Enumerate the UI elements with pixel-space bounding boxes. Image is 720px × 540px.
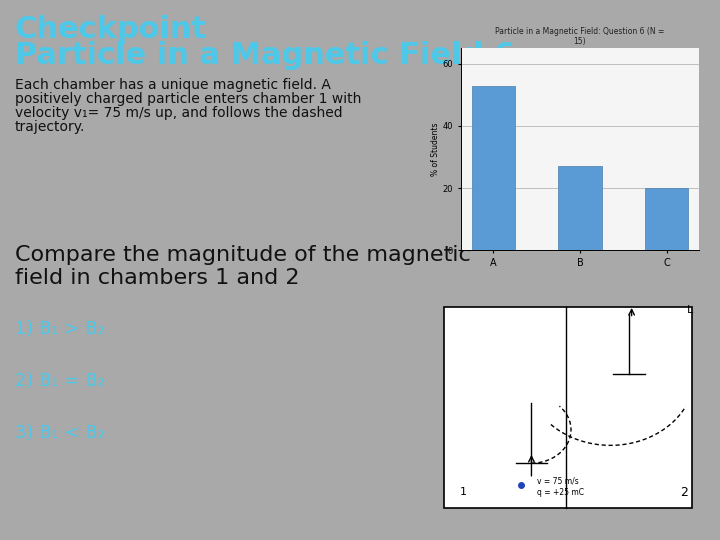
Bar [645,188,688,251]
Text: 1) B₁ > B₂: 1) B₁ > B₂ [15,320,104,338]
Text: velocity v₁= 75 m/s up, and follows the dashed: velocity v₁= 75 m/s up, and follows the … [15,106,343,120]
Text: trajectory.: trajectory. [15,120,86,134]
Text: 1: 1 [459,487,467,497]
Text: v = 75 m/s: v = 75 m/s [536,476,578,485]
Text: 2) B₁ = B₂: 2) B₁ = B₂ [15,372,104,390]
Text: Checkpoint: Checkpoint [15,15,207,44]
Y-axis label: % of Students: % of Students [431,123,440,176]
Text: L: L [686,305,693,315]
Text: positively charged particle enters chamber 1 with: positively charged particle enters chamb… [15,92,361,106]
Text: Each chamber has a unique magnetic field. A: Each chamber has a unique magnetic field… [15,78,331,92]
Text: field in chambers 1 and 2: field in chambers 1 and 2 [15,268,300,288]
Text: 3) B₁ < B₂: 3) B₁ < B₂ [15,424,104,442]
Text: Particle in a Magnetic Field 6: Particle in a Magnetic Field 6 [15,41,516,70]
Text: q = +25 mC: q = +25 mC [536,488,584,497]
Title: Particle in a Magnetic Field: Question 6 (N =
15): Particle in a Magnetic Field: Question 6… [495,26,665,46]
Bar [558,166,602,251]
Text: Compare the magnitude of the magnetic: Compare the magnitude of the magnetic [15,245,471,265]
Bar [472,85,515,251]
Text: 2: 2 [680,485,688,498]
